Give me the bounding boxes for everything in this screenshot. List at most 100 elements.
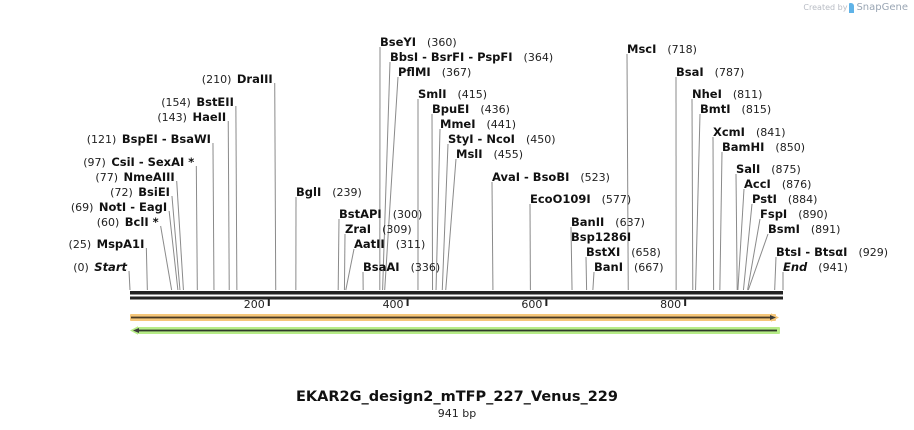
site-position: (450): [515, 133, 556, 146]
enzyme-site[interactable]: BbsI - BsrFI - PspFI (364): [390, 50, 553, 64]
enzyme-name: BglI: [296, 185, 321, 199]
ruler-tick: [267, 299, 270, 306]
enzyme-site[interactable]: MscI (718): [627, 42, 697, 56]
svg-text:BseYI (360): BseYI (360): [380, 35, 457, 49]
enzyme-site[interactable]: BsaAI (336): [363, 260, 440, 274]
forward-feature-arrow[interactable]: [130, 313, 779, 322]
enzyme-name: PflMI: [398, 65, 431, 79]
site-position: (577): [591, 193, 632, 206]
site-position: (77): [95, 171, 123, 184]
enzyme-site[interactable]: (60) BclI *: [97, 215, 159, 229]
enzyme-name: BtsI - BtsαI: [776, 245, 847, 259]
enzyme-site[interactable]: BstXI (658): [586, 245, 661, 259]
enzyme-site[interactable]: StyI - NcoI (450): [448, 132, 556, 146]
enzyme-site[interactable]: ZraI (309): [345, 222, 412, 236]
enzyme-name: AatII: [354, 237, 385, 251]
enzyme-site[interactable]: XcmI (841): [713, 125, 786, 139]
reverse-feature-arrow[interactable]: [130, 326, 780, 335]
ruler-tick-label: 800: [660, 298, 681, 311]
enzyme-site[interactable]: BamHI (850): [722, 140, 805, 154]
enzyme-site[interactable]: (121) BspEI - BsaWI: [87, 132, 211, 146]
enzyme-site[interactable]: (97) CsiI - SexAI *: [83, 155, 194, 169]
site-position: (69): [71, 201, 99, 214]
enzyme-site[interactable]: BglI (239): [296, 185, 362, 199]
enzyme-name: BspEI - BsaWI: [122, 132, 211, 146]
enzyme-site[interactable]: BanII (637): [571, 215, 645, 229]
enzyme-site[interactable]: BseYI (360): [380, 35, 457, 49]
enzyme-site[interactable]: (154) BstEII: [161, 95, 234, 109]
svg-text:End (941): End (941): [783, 260, 848, 274]
svg-text:BsmI (891): BsmI (891): [768, 222, 840, 236]
enzyme-name: MslI: [456, 147, 483, 161]
enzyme-name: BmtI: [700, 102, 731, 116]
svg-text:(0) Start: (0) Start: [73, 260, 127, 274]
cut-line: [435, 128, 441, 291]
enzyme-site[interactable]: BsaI (787): [676, 65, 744, 79]
enzyme-site[interactable]: PstI (884): [752, 192, 817, 206]
enzyme-site[interactable]: MslI (455): [456, 147, 523, 161]
enzyme-site[interactable]: (25) MspA1I: [69, 237, 145, 251]
enzyme-site[interactable]: SalI (875): [736, 162, 801, 176]
site-position: (884): [777, 193, 818, 206]
cut-line: [491, 181, 494, 291]
sequence-title: EKAR2G_design2_mTFP_227_Venus_229: [296, 389, 618, 405]
enzyme-site[interactable]: End (941): [783, 260, 848, 274]
site-position: (60): [97, 216, 125, 229]
site-position: (891): [800, 223, 841, 236]
feature-track: [130, 313, 780, 335]
enzyme-name: PstI: [752, 192, 777, 206]
site-position: (658): [620, 246, 661, 259]
enzyme-name: BclI *: [125, 215, 159, 229]
ruler-tick: [406, 299, 409, 306]
enzyme-site[interactable]: SmlI (415): [418, 87, 487, 101]
enzyme-site[interactable]: (143) HaeII: [157, 110, 226, 124]
enzyme-site[interactable]: (72) BsiEI: [110, 185, 170, 199]
enzyme-name: BanI: [594, 260, 623, 274]
enzyme-site[interactable]: AvaI - BsoBI (523): [492, 170, 610, 184]
enzyme-site[interactable]: NheI (811): [692, 87, 762, 101]
credit-brand: SnapGene: [856, 2, 908, 13]
enzyme-site[interactable]: (69) NotI - EagI: [71, 200, 167, 214]
enzyme-site[interactable]: AccI (876): [744, 177, 811, 191]
svg-text:Bsp1286I: Bsp1286I: [571, 230, 631, 244]
svg-text:AccI (876): AccI (876): [744, 177, 811, 191]
site-position: (436): [469, 103, 510, 116]
enzyme-site[interactable]: BpuEI (436): [432, 102, 510, 116]
site-position: (97): [83, 156, 111, 169]
svg-text:(77) NmeAIII: (77) NmeAIII: [95, 170, 174, 184]
enzyme-site[interactable]: BsmI (891): [768, 222, 840, 236]
cut-line: [737, 188, 745, 291]
enzyme-name: BsiEI: [138, 185, 170, 199]
ruler-tick: [545, 299, 548, 306]
enzyme-site[interactable]: PflMI (367): [398, 65, 471, 79]
svg-text:BamHI (850): BamHI (850): [722, 140, 805, 154]
enzyme-site[interactable]: FspI (890): [760, 207, 828, 221]
enzyme-site[interactable]: BtsI - BtsαI (929): [776, 245, 888, 259]
enzyme-site[interactable]: (210) DraIII: [202, 72, 273, 86]
cut-line: [212, 142, 215, 291]
cut-line: [719, 151, 723, 291]
site-position: (441): [476, 118, 517, 131]
enzyme-site[interactable]: BmtI (815): [700, 102, 771, 116]
site-position: (667): [623, 261, 664, 274]
cut-line: [171, 195, 181, 291]
enzyme-site[interactable]: (77) NmeAIII: [95, 170, 174, 184]
cut-line: [695, 113, 701, 291]
enzyme-site[interactable]: BstAPI (300): [339, 207, 422, 221]
enzyme-site[interactable]: MmeI (441): [440, 117, 516, 131]
svg-text:(154) BstEII: (154) BstEII: [161, 95, 234, 109]
svg-text:FspI (890): FspI (890): [760, 207, 828, 221]
svg-text:PstI (884): PstI (884): [752, 192, 817, 206]
cut-line: [160, 225, 173, 291]
enzyme-site[interactable]: Bsp1286I: [571, 230, 631, 244]
ruler-tick-label: 600: [521, 298, 542, 311]
site-position: (875): [760, 163, 801, 176]
sequence-backbone: [130, 291, 783, 300]
enzyme-site[interactable]: AatII (311): [354, 237, 425, 251]
enzyme-site[interactable]: BanI (667): [594, 260, 664, 274]
backbone-bottom-strand: [130, 296, 783, 300]
enzyme-site[interactable]: EcoO109I (577): [530, 192, 631, 206]
enzyme-site[interactable]: (0) Start: [73, 260, 127, 274]
svg-text:NheI (811): NheI (811): [692, 87, 762, 101]
svg-text:MslI (455): MslI (455): [456, 147, 523, 161]
